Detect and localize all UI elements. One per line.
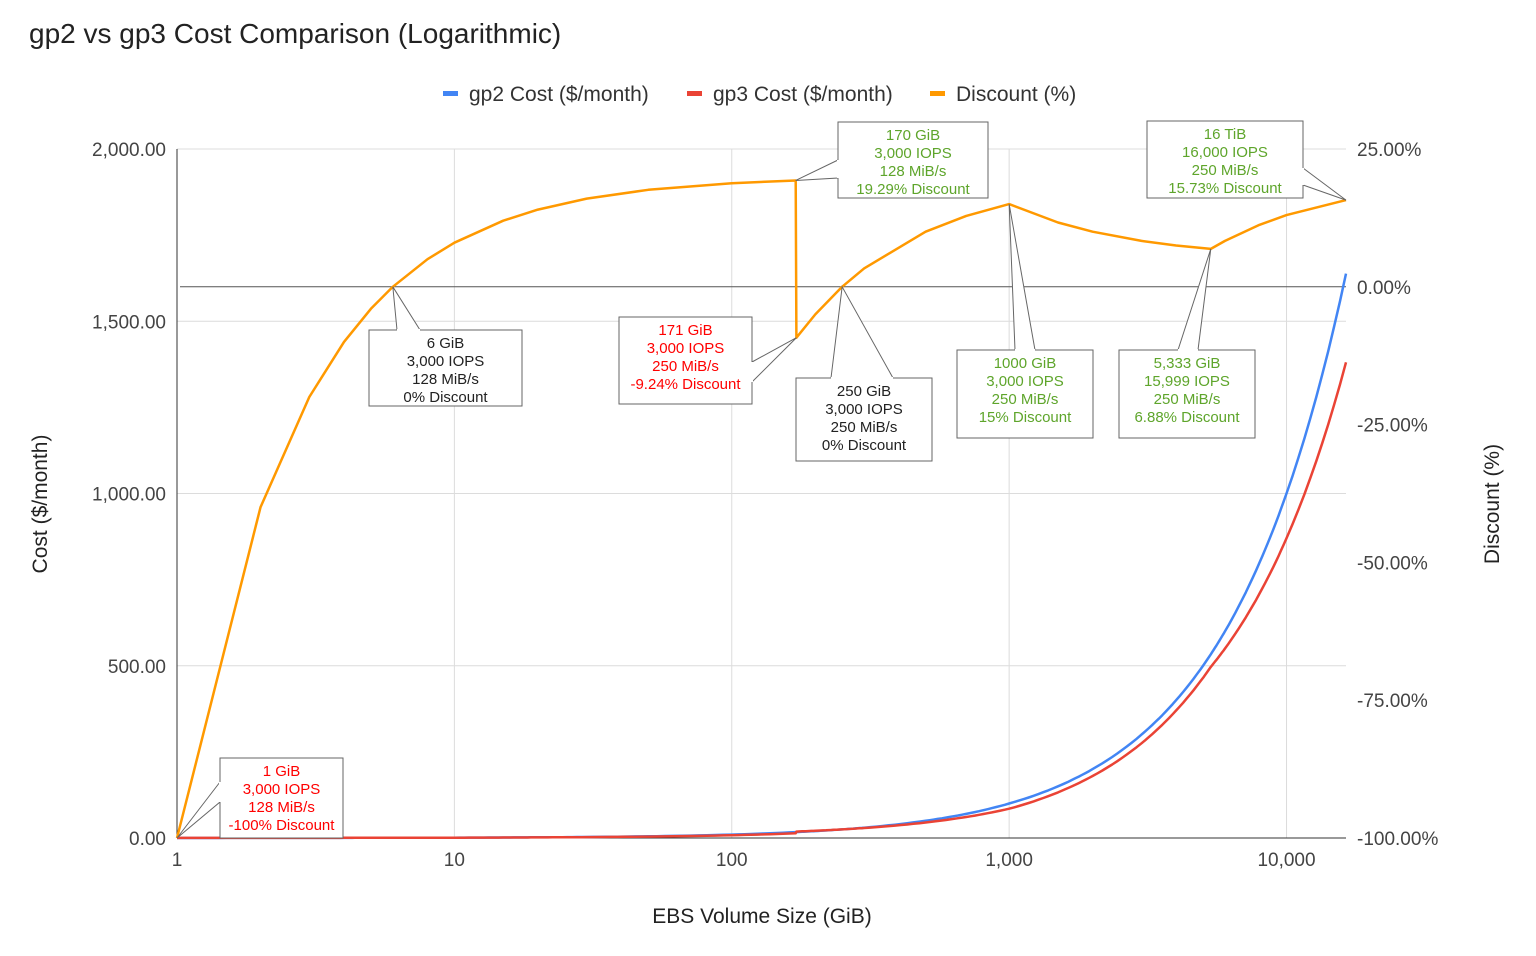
callout-text: 3,000 IOPS — [874, 145, 952, 162]
legend-label: Discount (%) — [956, 83, 1076, 106]
axes: 1 10 100 1,000 10,000 0.00 500.00 1,000.00 1,500… — [92, 140, 1438, 871]
callout-text: 3,000 IOPS — [825, 401, 903, 418]
y-right-tick-label: 0.00% — [1357, 278, 1411, 299]
callout-box — [1146, 120, 1304, 199]
callout-pointer — [1177, 248, 1212, 351]
y-left-tick-label: 1,000.00 — [92, 485, 166, 506]
callout-text: -9.24% Discount — [630, 376, 741, 393]
callout-pointer — [1008, 204, 1036, 351]
legend-swatch — [687, 91, 702, 96]
y-left-tick-label: 500.00 — [108, 657, 166, 678]
gridlines — [177, 148, 1346, 838]
y-left-tick-label: 0.00 — [129, 829, 166, 850]
callout-pointer — [392, 286, 421, 331]
legend-swatch — [930, 91, 945, 96]
y-right-tick-label: 25.00% — [1357, 140, 1422, 161]
legend-label: gp2 Cost ($/month) — [469, 83, 649, 106]
legend-label: gp3 Cost ($/month) — [713, 83, 893, 106]
callout-text: 128 MiB/s — [248, 799, 315, 816]
callout-box — [368, 329, 523, 407]
x-axis-label: EBS Volume Size (GiB) — [652, 905, 871, 928]
x-tick-label: 1,000 — [985, 850, 1033, 871]
callout-text: 3,000 IOPS — [986, 373, 1064, 390]
callout-text: 250 MiB/s — [992, 391, 1059, 408]
chart-title: gp2 vs gp3 Cost Comparison (Logarithmic) — [29, 18, 561, 49]
callout-text: 6 GiB — [427, 335, 465, 352]
y-axis-left-label: Cost ($/month) — [29, 435, 52, 574]
callout-text: 250 MiB/s — [1154, 391, 1221, 408]
callout-text: -100% Discount — [229, 817, 336, 834]
callout-text: 170 GiB — [886, 127, 940, 144]
y-right-tick-label: -100.00% — [1357, 829, 1438, 850]
x-tick-label: 100 — [716, 850, 748, 871]
callout-text: 15.73% Discount — [1168, 180, 1282, 197]
callout-box — [795, 377, 933, 462]
callout-text: 250 MiB/s — [831, 419, 898, 436]
callout-text: 1000 GiB — [994, 355, 1057, 372]
callout-pointer — [795, 159, 839, 181]
callout-text: 250 MiB/s — [652, 358, 719, 375]
callout-text: 3,000 IOPS — [647, 340, 725, 357]
callout-text: 250 GiB — [837, 383, 891, 400]
callout-text: 1 GiB — [263, 763, 301, 780]
callout-text: 250 MiB/s — [1192, 162, 1259, 179]
callout-text: 16 TiB — [1204, 126, 1247, 143]
y-left-tick-label: 1,500.00 — [92, 312, 166, 333]
callout-text: 0% Discount — [822, 437, 907, 454]
legend: gp2 Cost ($/month) gp3 Cost ($/month) Disc… — [443, 83, 1076, 106]
callout-box — [219, 757, 344, 839]
series-line-gp3 — [177, 361, 1348, 840]
series-line-discount — [175, 179, 1347, 839]
callout-text: 3,000 IOPS — [407, 353, 485, 370]
callout-text: 3,000 IOPS — [243, 781, 321, 798]
callout-text: 128 MiB/s — [880, 163, 947, 180]
callout-pointer — [830, 285, 894, 379]
callout-text: 19.29% Discount — [856, 181, 970, 198]
callout-text: 128 MiB/s — [412, 371, 479, 388]
callout-text: 6.88% Discount — [1134, 409, 1240, 426]
x-tick-label: 10 — [444, 850, 465, 871]
callout-text: 16,000 IOPS — [1182, 144, 1268, 161]
callout-text: 15% Discount — [979, 409, 1072, 426]
y-right-tick-label: -50.00% — [1357, 553, 1428, 574]
callout-text: 171 GiB — [658, 322, 712, 339]
y-right-tick-label: -25.00% — [1357, 416, 1428, 437]
callout-text: 15,999 IOPS — [1144, 373, 1230, 390]
callout-box — [618, 316, 753, 405]
y-axis-right-label: Discount (%) — [1481, 444, 1504, 564]
x-tick-label: 1 — [172, 850, 183, 871]
callout-box — [1118, 349, 1256, 439]
y-left-tick-label: 2,000.00 — [92, 140, 166, 161]
callout-pointer — [751, 337, 797, 384]
callout-text: 5,333 GiB — [1154, 355, 1221, 372]
callout-pointer — [1302, 167, 1347, 201]
x-tick-label: 10,000 — [1257, 850, 1315, 871]
callout-text: 0% Discount — [403, 389, 488, 406]
callout-box — [956, 349, 1094, 439]
series-lines — [175, 179, 1348, 840]
y-right-tick-label: -75.00% — [1357, 691, 1428, 712]
legend-swatch — [443, 91, 458, 96]
callout-box — [837, 121, 989, 199]
